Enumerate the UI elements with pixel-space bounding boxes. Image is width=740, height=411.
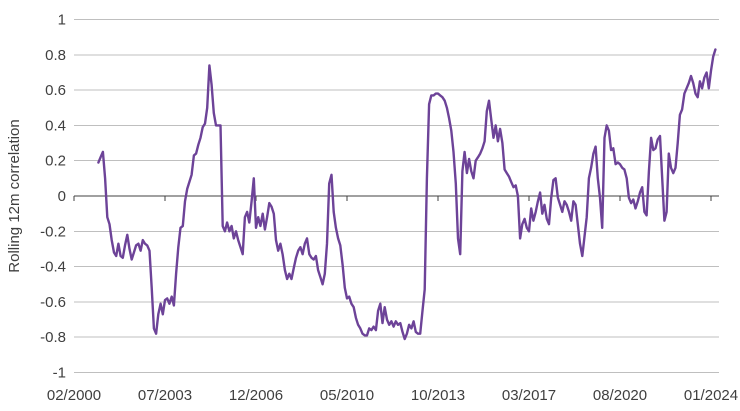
x-tick-label: 03/2017 [502,387,556,404]
y-tick-label: 0.2 [45,153,66,170]
y-tick-label: 0.8 [45,47,66,64]
y-tick-label: -0.6 [40,294,66,311]
x-tick-label: 08/2020 [593,387,647,404]
x-tick-label: 05/2010 [320,387,374,404]
y-tick-label: 0 [58,188,66,205]
y-tick-label: -0.8 [40,329,66,346]
y-tick-label: 0.6 [45,82,66,99]
correlation-line [97,48,717,341]
x-tick-label: 02/2000 [47,387,101,404]
x-tick-label: 07/2003 [138,387,192,404]
y-tick-label: -1 [53,365,66,382]
x-tick-label: 10/2013 [411,387,465,404]
y-axis-title: Rolling 12m correlation [6,119,23,273]
y-tick-label: 1 [58,12,66,29]
y-tick-label: -0.4 [40,259,66,276]
y-tick-label: -0.2 [40,223,66,240]
x-tick-label: 12/2006 [229,387,283,404]
y-tick-label: 0.4 [45,117,66,134]
x-tick-label: 01/2024 [684,387,738,404]
